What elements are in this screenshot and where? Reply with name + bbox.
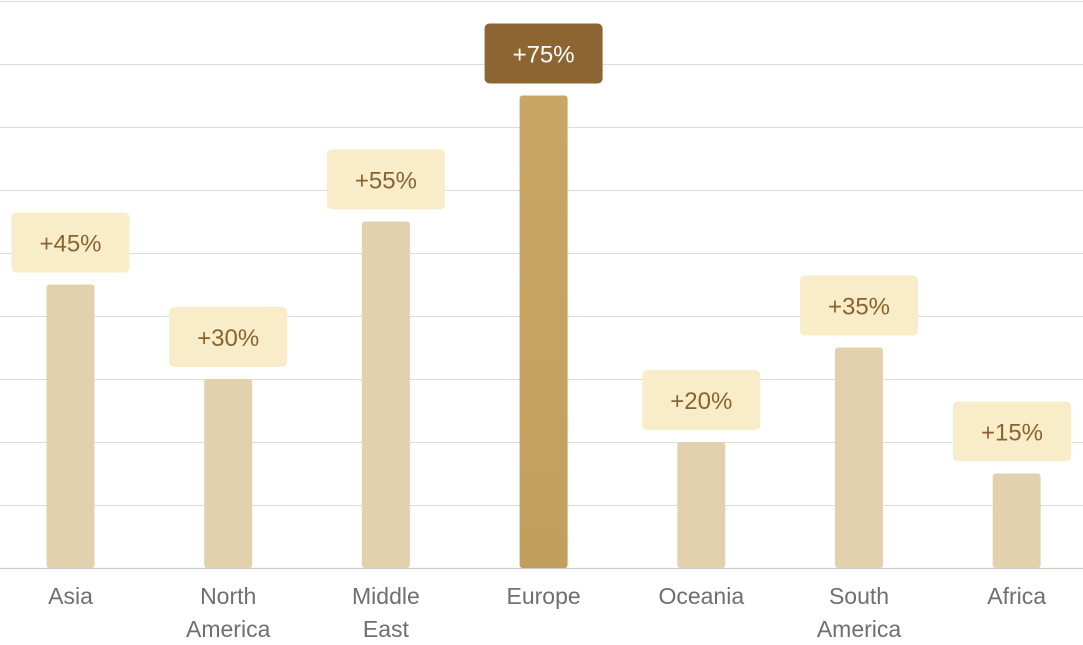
data-label-text: +45% [39,231,101,258]
data-label-text: +20% [670,388,732,415]
data-label-middle-east: +55% [326,149,445,210]
data-label-background [800,275,918,336]
bar-south-america [835,347,883,568]
data-label-background [484,23,603,84]
bar-north-america [204,379,253,568]
data-label-text: +55% [355,168,417,195]
data-label-south-america: +35% [800,275,918,336]
category-label-north-america: North America [186,583,271,642]
data-label-text: +15% [981,420,1043,447]
data-label-text: +35% [828,294,890,321]
bar-middle-east [361,221,410,568]
data-label-asia: +45% [11,212,130,273]
category-label-south-america: South America [817,583,902,642]
category-label-europe: Europe [507,583,581,609]
data-label-background [169,307,288,367]
bar-africa [992,473,1041,568]
data-label-text: +75% [513,42,575,69]
category-label-africa: Africa [987,583,1046,609]
data-label-background [642,370,761,430]
data-label-background [953,401,1071,462]
bar-oceania [677,442,726,568]
data-label-europe: +75% [484,23,603,84]
data-label-africa: +15% [953,401,1071,462]
x-axis-labels: Asia North America Middle East Europe Oceania S… [48,583,1046,642]
data-label-oceania: +20% [642,370,761,430]
data-label-background [326,149,445,210]
bar-europe [519,95,568,568]
category-label-middle-east: Middle East [352,583,420,642]
data-labels: +45% +30% +55% +75% +20% +35% +15% [11,23,1071,462]
data-label-background [11,212,130,273]
category-label-oceania: Oceania [658,583,744,609]
bars [46,95,1041,568]
data-label-north-america: +30% [169,307,288,367]
category-label-asia: Asia [48,583,93,609]
data-label-text: +30% [197,325,259,352]
bar-asia [46,284,95,568]
